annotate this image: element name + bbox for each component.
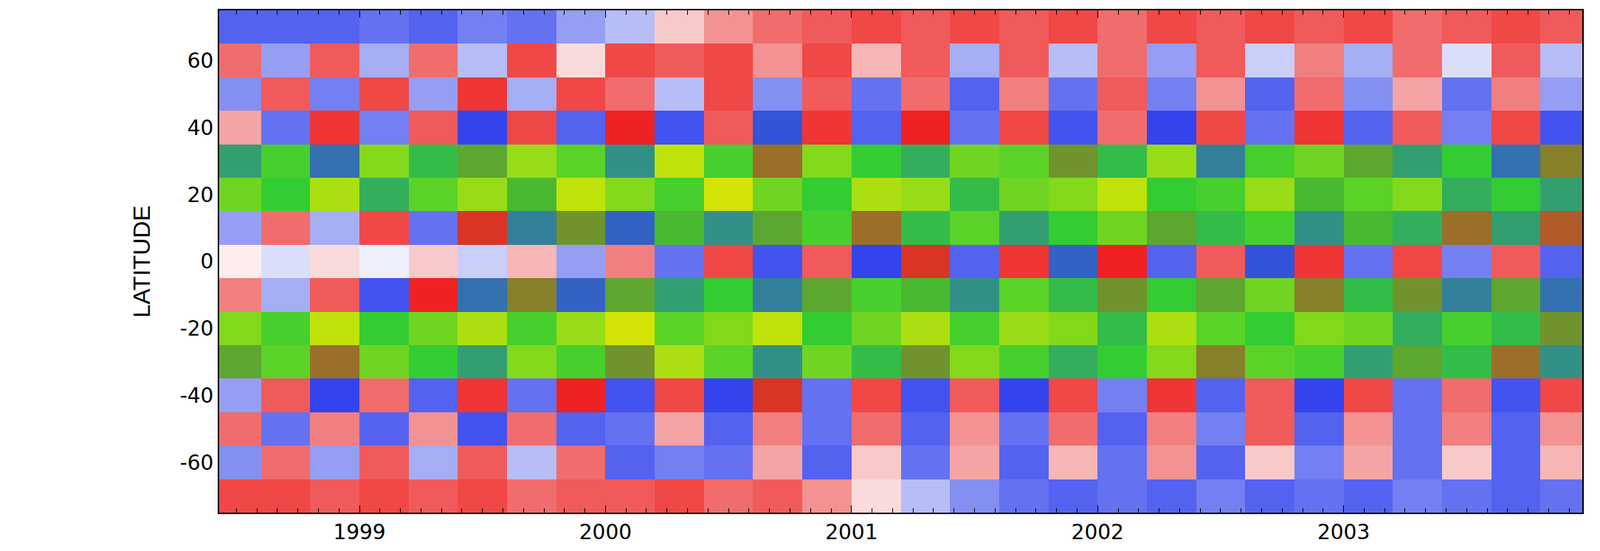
svg-text:0: 0 [200,249,215,274]
svg-text:60: 60 [187,48,215,74]
svg-text:-20: -20 [180,316,215,341]
svg-text:1999: 1999 [332,520,386,545]
svg-text:20: 20 [187,183,215,208]
svg-text:-40: -40 [180,383,215,409]
svg-text:2001: 2001 [825,520,878,545]
svg-text:2003: 2003 [1317,520,1370,545]
svg-text:2002: 2002 [1071,520,1124,545]
svg-text:2000: 2000 [579,520,632,545]
svg-text:-60: -60 [180,450,215,476]
svg-text:LATITUDE: LATITUDE [128,205,155,318]
svg-text:40: 40 [187,115,215,141]
